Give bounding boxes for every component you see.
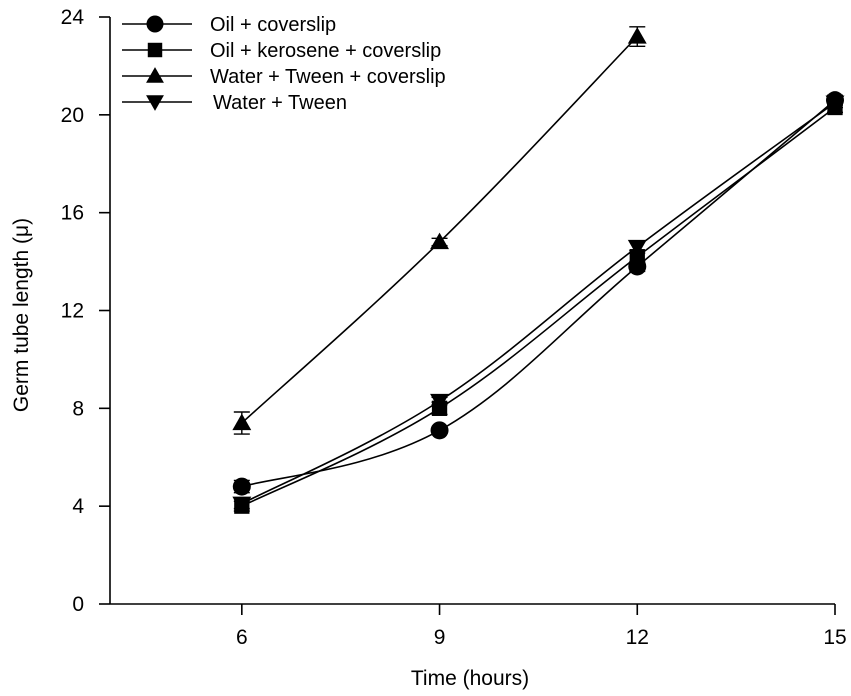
y-tick-label: 4 [72, 495, 84, 518]
legend-item-2: Water + Tween + coverslip [122, 66, 446, 88]
y-tick-label: 12 [61, 300, 84, 323]
y-tick-label: 20 [61, 104, 84, 127]
data-point [430, 232, 449, 250]
x-tick-label: 12 [626, 626, 649, 649]
series-2 [232, 26, 647, 435]
legend: Oil + coverslip Oil + kerosene + coversli… [122, 14, 446, 114]
x-axis-title: Time (hours) [411, 667, 529, 690]
axes: 0 4 8 12 16 20 24 6 9 12 15 [61, 6, 847, 649]
data-point [232, 496, 252, 514]
x-tick-label: 9 [434, 626, 446, 649]
legend-item-0: Oil + coverslip [122, 14, 336, 36]
series-line [241, 101, 836, 505]
series-0 [232, 91, 844, 496]
x-tick-label: 15 [823, 626, 846, 649]
series-line [241, 106, 836, 507]
data-point [232, 477, 251, 496]
legend-marker [146, 15, 164, 33]
legend-label: Water + Tween + coverslip [210, 66, 446, 88]
data-point [627, 27, 647, 44]
series-layer [232, 26, 845, 514]
y-tick-label: 16 [61, 202, 84, 225]
legend-marker [146, 95, 164, 111]
legend-marker [147, 42, 163, 58]
series-3 [232, 95, 845, 514]
data-point [430, 393, 449, 411]
x-tick-label: 6 [236, 626, 248, 649]
y-tick-label: 0 [72, 593, 84, 616]
legend-label: Water + Tween [213, 92, 347, 114]
series-line [241, 99, 836, 488]
legend-item-1: Oil + kerosene + coverslip [122, 40, 441, 62]
legend-label: Oil + coverslip [210, 14, 336, 36]
legend-item-3: Water + Tween [122, 92, 347, 114]
data-point [232, 413, 252, 431]
legend-label: Oil + kerosene + coverslip [210, 40, 441, 62]
y-tick-label: 24 [61, 6, 85, 29]
data-point [430, 421, 449, 440]
legend-marker [146, 67, 164, 83]
data-point [825, 95, 845, 113]
y-tick-label: 8 [72, 397, 84, 420]
y-axis-title: Germ tube length (μ) [10, 218, 33, 412]
data-point [627, 239, 647, 257]
